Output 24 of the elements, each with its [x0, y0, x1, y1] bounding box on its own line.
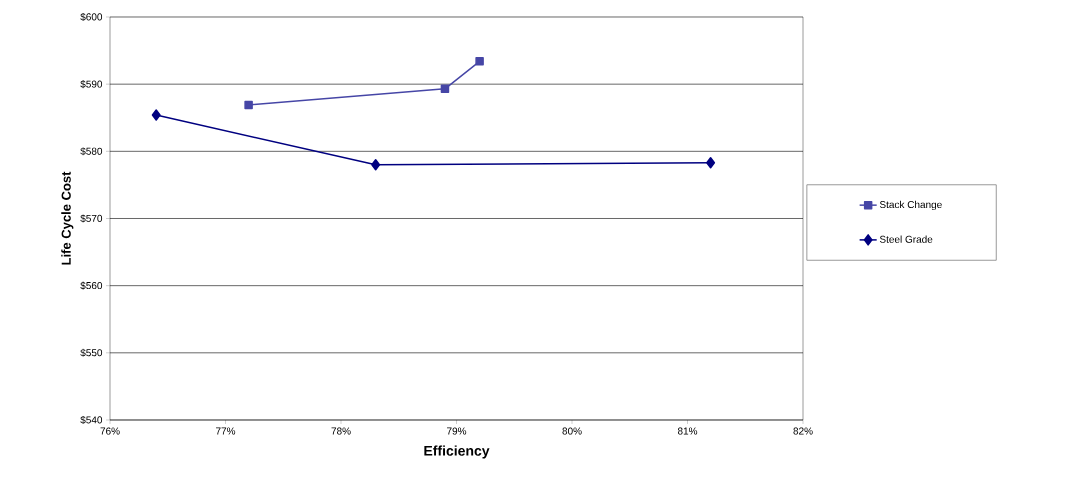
point: [475, 57, 484, 66]
y-tick-label: $540: [80, 415, 103, 425]
x-tick-label: 76%: [100, 427, 120, 435]
y-axis-title: Life Cycle Cost: [61, 171, 74, 265]
y-tick-label: $550: [80, 348, 103, 357]
legend-label: Steel Grade: [879, 235, 933, 243]
x-tick-label: 78%: [331, 427, 351, 435]
y-tick-label: $590: [80, 80, 103, 89]
x-tick-label: 82%: [793, 427, 813, 435]
x-tick-label: 81%: [677, 427, 698, 435]
x-tick-label: 77%: [216, 427, 236, 435]
y-tick-label: $600: [80, 12, 103, 22]
x-tick-label: 79%: [447, 427, 467, 435]
y-tick-label: $560: [80, 281, 103, 290]
point: [371, 159, 381, 171]
point: [151, 109, 161, 121]
x-axis-title: Efficiency: [424, 445, 490, 459]
y-tick-label: $580: [80, 147, 103, 156]
x-tick-label: 80%: [562, 427, 582, 435]
point: [440, 84, 450, 94]
point: [706, 156, 716, 169]
point: [244, 100, 253, 110]
legend-label: Stack Change: [879, 200, 942, 211]
y-tick-label: $570: [80, 214, 103, 223]
